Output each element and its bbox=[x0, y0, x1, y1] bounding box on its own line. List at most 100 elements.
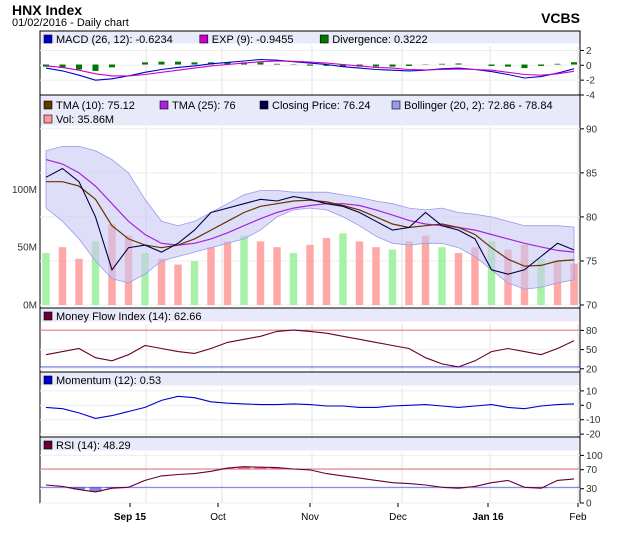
rsi-series-line bbox=[45, 466, 575, 493]
volume-bar bbox=[273, 247, 281, 305]
rsi-overbought-fill bbox=[254, 467, 267, 469]
volume-bar bbox=[421, 235, 430, 305]
divergence-bar bbox=[224, 62, 231, 65]
divergence-bar bbox=[439, 63, 445, 65]
brand-logo-text: VCBS bbox=[541, 10, 580, 26]
volume-bar bbox=[42, 252, 50, 305]
divergence-bar bbox=[521, 64, 528, 69]
mfi-y-tick-label: 80 bbox=[586, 326, 598, 337]
volume-tick-label: 100M bbox=[12, 185, 37, 196]
mfi-legend-label: Money Flow Index (14): 62.66 bbox=[56, 311, 202, 323]
divergence-bar bbox=[191, 62, 198, 65]
mfi-legend-swatch bbox=[43, 311, 53, 321]
price-legend-label: Bollinger (20, 2): 72.86 - 78.84 bbox=[404, 100, 553, 112]
volume-bar bbox=[174, 264, 182, 305]
volume-bar bbox=[355, 241, 364, 305]
price-y-tick-label: 80 bbox=[586, 212, 598, 223]
volume-bar bbox=[190, 261, 199, 305]
tma10-line bbox=[46, 181, 575, 267]
divergence-bar bbox=[307, 64, 313, 66]
chart-title: HNX Index bbox=[12, 2, 83, 18]
divergence-bar bbox=[406, 64, 412, 66]
rsi-y-tick-label: 100 bbox=[586, 451, 603, 462]
divergence-bar bbox=[554, 63, 561, 65]
volume-bar bbox=[207, 247, 215, 305]
mfi-legend-band bbox=[40, 308, 580, 322]
price-y-tick-label: 90 bbox=[586, 124, 598, 135]
mfi-y-tick-label: 50 bbox=[586, 345, 598, 356]
price-y-tick-label: 75 bbox=[586, 256, 598, 267]
rsi-oversold-fill bbox=[89, 487, 102, 492]
momentum-y-tick-label: -10 bbox=[586, 415, 601, 426]
closing-price-line bbox=[45, 167, 575, 275]
divergence-bar bbox=[323, 64, 330, 66]
price-legend-label: TMA (25): 76 bbox=[172, 100, 236, 112]
volume-bar bbox=[570, 263, 578, 305]
volume-bar bbox=[157, 258, 166, 305]
macd-legend-label: Divergence: 0.3222 bbox=[332, 34, 427, 46]
divergence-bar bbox=[274, 63, 280, 65]
divergence-bar bbox=[158, 61, 165, 65]
x-axis-tick-label: Dec bbox=[389, 512, 407, 523]
macd-legend-label: EXP (9): -0.9455 bbox=[212, 34, 294, 46]
volume-bar bbox=[372, 247, 380, 305]
divergence-bar bbox=[175, 61, 181, 65]
volume-bar bbox=[58, 247, 67, 305]
rsi-overbought-fill bbox=[271, 467, 283, 469]
divergence-bar bbox=[43, 64, 49, 67]
mfi-y-tick-label: 20 bbox=[586, 364, 598, 375]
macd-legend-label: MACD (26, 12): -0.6234 bbox=[56, 34, 173, 46]
price-legend-label: TMA (10): 75.12 bbox=[56, 100, 135, 112]
macd-y-tick-label: -2 bbox=[586, 76, 595, 87]
rsi-legend-swatch bbox=[43, 440, 53, 450]
divergence-bar bbox=[538, 64, 544, 66]
macd-legend-swatch bbox=[43, 34, 53, 44]
price-legend-band bbox=[40, 95, 580, 126]
momentum-y-tick-label: -20 bbox=[586, 430, 601, 441]
momentum-series-line bbox=[45, 395, 575, 419]
volume-bar bbox=[91, 241, 100, 305]
macd-legend-swatch bbox=[199, 34, 209, 44]
divergence-bar bbox=[571, 62, 577, 65]
volume-bar bbox=[223, 241, 232, 305]
price-y-tick-label: 70 bbox=[586, 301, 598, 312]
macd-y-tick-label: 0 bbox=[586, 61, 592, 72]
macd-legend-swatch bbox=[319, 34, 329, 44]
divergence-bar bbox=[76, 64, 82, 70]
volume-bar bbox=[454, 252, 463, 305]
x-axis-tick-label: Feb bbox=[569, 512, 587, 523]
volume-tick-label: 50M bbox=[18, 243, 37, 254]
price-legend-swatch bbox=[159, 100, 169, 110]
divergence-bar bbox=[455, 63, 462, 65]
divergence-bar bbox=[59, 64, 66, 69]
rsi-legend-label: RSI (14): 48.29 bbox=[56, 440, 131, 452]
divergence-bar bbox=[373, 64, 379, 67]
volume-bar bbox=[471, 247, 479, 305]
macd-series-line bbox=[45, 58, 575, 81]
divergence-bar bbox=[505, 64, 511, 67]
macd-series-line bbox=[45, 60, 575, 77]
x-axis-tick-label: Jan 16 bbox=[472, 512, 504, 523]
x-axis-tick-label: Nov bbox=[301, 512, 319, 523]
volume-bar bbox=[240, 235, 248, 305]
volume-bar bbox=[405, 241, 413, 305]
volume-bar bbox=[75, 258, 83, 305]
volume-bar bbox=[339, 233, 347, 305]
divergence-bar bbox=[109, 64, 115, 68]
momentum-legend-band bbox=[40, 372, 580, 386]
divergence-bar bbox=[142, 62, 148, 65]
momentum-legend-label: Momentum (12): 0.53 bbox=[56, 375, 161, 387]
volume-bar bbox=[306, 244, 314, 305]
price-legend-swatch bbox=[259, 100, 269, 110]
mfi-series-line bbox=[45, 329, 575, 368]
rsi-oversold-fill bbox=[73, 487, 85, 490]
x-axis-tick-label: Sep 15 bbox=[114, 512, 147, 523]
tma25-line bbox=[45, 159, 575, 253]
momentum-y-tick-label: 10 bbox=[586, 386, 598, 397]
divergence-bar bbox=[92, 64, 99, 71]
volume-bar bbox=[388, 249, 397, 305]
price-legend-label: Closing Price: 76.24 bbox=[272, 100, 370, 112]
momentum-y-tick-label: 0 bbox=[586, 401, 592, 412]
momentum-legend-swatch bbox=[43, 375, 53, 385]
